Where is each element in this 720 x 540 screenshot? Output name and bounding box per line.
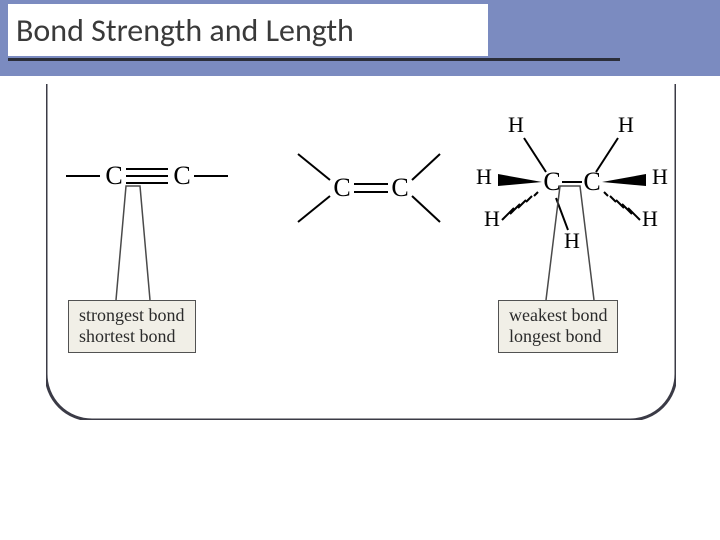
wedge-bond [602, 174, 646, 186]
atom-h: H [484, 206, 500, 231]
callout-line: longest bond [509, 326, 607, 347]
page-title: Bond Strength and Length [16, 11, 354, 50]
callout-line: strongest bond [79, 305, 185, 326]
callout-line: weakest bond [509, 305, 607, 326]
content-frame: C C C [46, 84, 676, 420]
atom-c: C [105, 161, 122, 190]
hash-bond [502, 192, 538, 220]
atom-h: H [652, 164, 668, 189]
molecule-double-svg: C C [284, 136, 444, 246]
atom-h: H [642, 206, 658, 231]
callout-line: shortest bond [79, 326, 185, 347]
atom-c: C [583, 167, 600, 196]
callout-weakest: weakest bond longest bond [498, 300, 618, 353]
atom-h: H [476, 164, 492, 189]
title-box: Bond Strength and Length [8, 4, 488, 56]
slide: Bond Strength and Length C C [0, 0, 720, 540]
molecule-single-svg: H H H H [472, 114, 672, 264]
atom-h: H [564, 228, 580, 253]
wedge-bond [498, 174, 542, 186]
figure-row: C C C [46, 84, 676, 420]
atom-h: H [618, 114, 634, 137]
hash-bond [604, 192, 640, 220]
atom-c: C [391, 173, 408, 202]
atom-c: C [333, 173, 350, 202]
title-underline [8, 58, 620, 61]
atom-h: H [508, 114, 524, 137]
callout-strongest: strongest bond shortest bond [68, 300, 196, 353]
atom-c: C [543, 167, 560, 196]
molecule-triple-svg: C C [62, 136, 232, 216]
atom-c: C [173, 161, 190, 190]
